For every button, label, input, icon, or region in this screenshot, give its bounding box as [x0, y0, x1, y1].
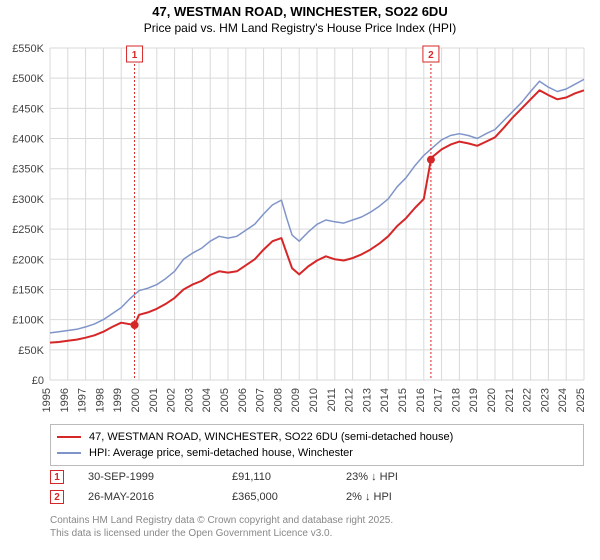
legend-item: HPI: Average price, semi-detached house,…	[57, 445, 577, 461]
svg-text:£400K: £400K	[12, 134, 44, 146]
annotation-date: 26-MAY-2016	[88, 491, 208, 503]
annotation-pct: 2% ↓ HPI	[346, 491, 466, 503]
svg-text:2009: 2009	[290, 388, 302, 412]
annotation-marker: 1	[50, 470, 64, 484]
svg-text:2024: 2024	[557, 388, 569, 412]
svg-text:2006: 2006	[237, 388, 249, 412]
svg-text:2011: 2011	[326, 388, 338, 412]
svg-text:1995: 1995	[41, 388, 53, 412]
svg-text:2013: 2013	[361, 388, 373, 412]
svg-text:2001: 2001	[148, 388, 160, 412]
svg-text:£450K: £450K	[12, 103, 44, 115]
annotation-row: 2 26-MAY-2016 £365,000 2% ↓ HPI	[50, 490, 584, 504]
title-subtitle: Price paid vs. HM Land Registry's House …	[0, 21, 600, 35]
svg-text:1999: 1999	[112, 388, 124, 412]
svg-text:£200K: £200K	[12, 254, 44, 266]
svg-text:£250K: £250K	[12, 224, 44, 236]
title-block: 47, WESTMAN ROAD, WINCHESTER, SO22 6DU P…	[0, 0, 600, 35]
legend-swatch-blue	[57, 452, 81, 454]
svg-text:2004: 2004	[201, 388, 213, 412]
svg-text:2019: 2019	[468, 388, 480, 412]
svg-text:2017: 2017	[433, 388, 445, 412]
footer-line: This data is licensed under the Open Gov…	[50, 527, 584, 540]
legend-label: HPI: Average price, semi-detached house,…	[89, 445, 353, 461]
svg-text:2000: 2000	[130, 388, 142, 412]
svg-text:2012: 2012	[344, 388, 356, 412]
svg-text:2: 2	[428, 50, 434, 61]
svg-text:2008: 2008	[272, 388, 284, 412]
svg-text:2021: 2021	[504, 388, 516, 412]
svg-text:2016: 2016	[415, 388, 427, 412]
annotation-marker: 2	[50, 490, 64, 504]
svg-text:1997: 1997	[77, 388, 89, 412]
legend-box: 47, WESTMAN ROAD, WINCHESTER, SO22 6DU (…	[50, 424, 584, 466]
svg-text:£300K: £300K	[12, 194, 44, 206]
svg-text:£550K: £550K	[12, 43, 44, 55]
annotation-date: 30-SEP-1999	[88, 471, 208, 483]
svg-text:2005: 2005	[219, 388, 231, 412]
svg-text:1: 1	[132, 50, 138, 61]
title-address: 47, WESTMAN ROAD, WINCHESTER, SO22 6DU	[0, 4, 600, 19]
footer-line: Contains HM Land Registry data © Crown c…	[50, 514, 584, 527]
annotation-pct: 23% ↓ HPI	[346, 471, 466, 483]
svg-text:2010: 2010	[308, 388, 320, 412]
annotation-price: £91,110	[232, 471, 322, 483]
svg-text:£0: £0	[32, 375, 44, 387]
svg-text:£100K: £100K	[12, 315, 44, 327]
svg-text:1996: 1996	[59, 388, 71, 412]
svg-text:2023: 2023	[539, 388, 551, 412]
legend-item: 47, WESTMAN ROAD, WINCHESTER, SO22 6DU (…	[57, 429, 577, 445]
svg-text:2003: 2003	[183, 388, 195, 412]
svg-text:2015: 2015	[397, 388, 409, 412]
svg-text:2014: 2014	[379, 388, 391, 412]
svg-text:2025: 2025	[575, 388, 587, 412]
legend-label: 47, WESTMAN ROAD, WINCHESTER, SO22 6DU (…	[89, 429, 453, 445]
legend-swatch-red	[57, 436, 81, 438]
chart-svg: £0£50K£100K£150K£200K£250K£300K£350K£400…	[50, 44, 584, 414]
svg-text:£350K: £350K	[12, 164, 44, 176]
svg-text:1998: 1998	[94, 388, 106, 412]
svg-text:£500K: £500K	[12, 73, 44, 85]
chart-area: £0£50K£100K£150K£200K£250K£300K£350K£400…	[50, 44, 584, 414]
chart-container: 47, WESTMAN ROAD, WINCHESTER, SO22 6DU P…	[0, 0, 600, 560]
svg-text:2018: 2018	[450, 388, 462, 412]
annotation-price: £365,000	[232, 491, 322, 503]
svg-text:2022: 2022	[522, 388, 534, 412]
svg-text:£150K: £150K	[12, 284, 44, 296]
svg-text:2002: 2002	[166, 388, 178, 412]
footer-attribution: Contains HM Land Registry data © Crown c…	[50, 514, 584, 540]
svg-text:£50K: £50K	[18, 345, 44, 357]
svg-text:2020: 2020	[486, 388, 498, 412]
svg-text:2007: 2007	[255, 388, 267, 412]
annotation-row: 1 30-SEP-1999 £91,110 23% ↓ HPI	[50, 470, 584, 484]
